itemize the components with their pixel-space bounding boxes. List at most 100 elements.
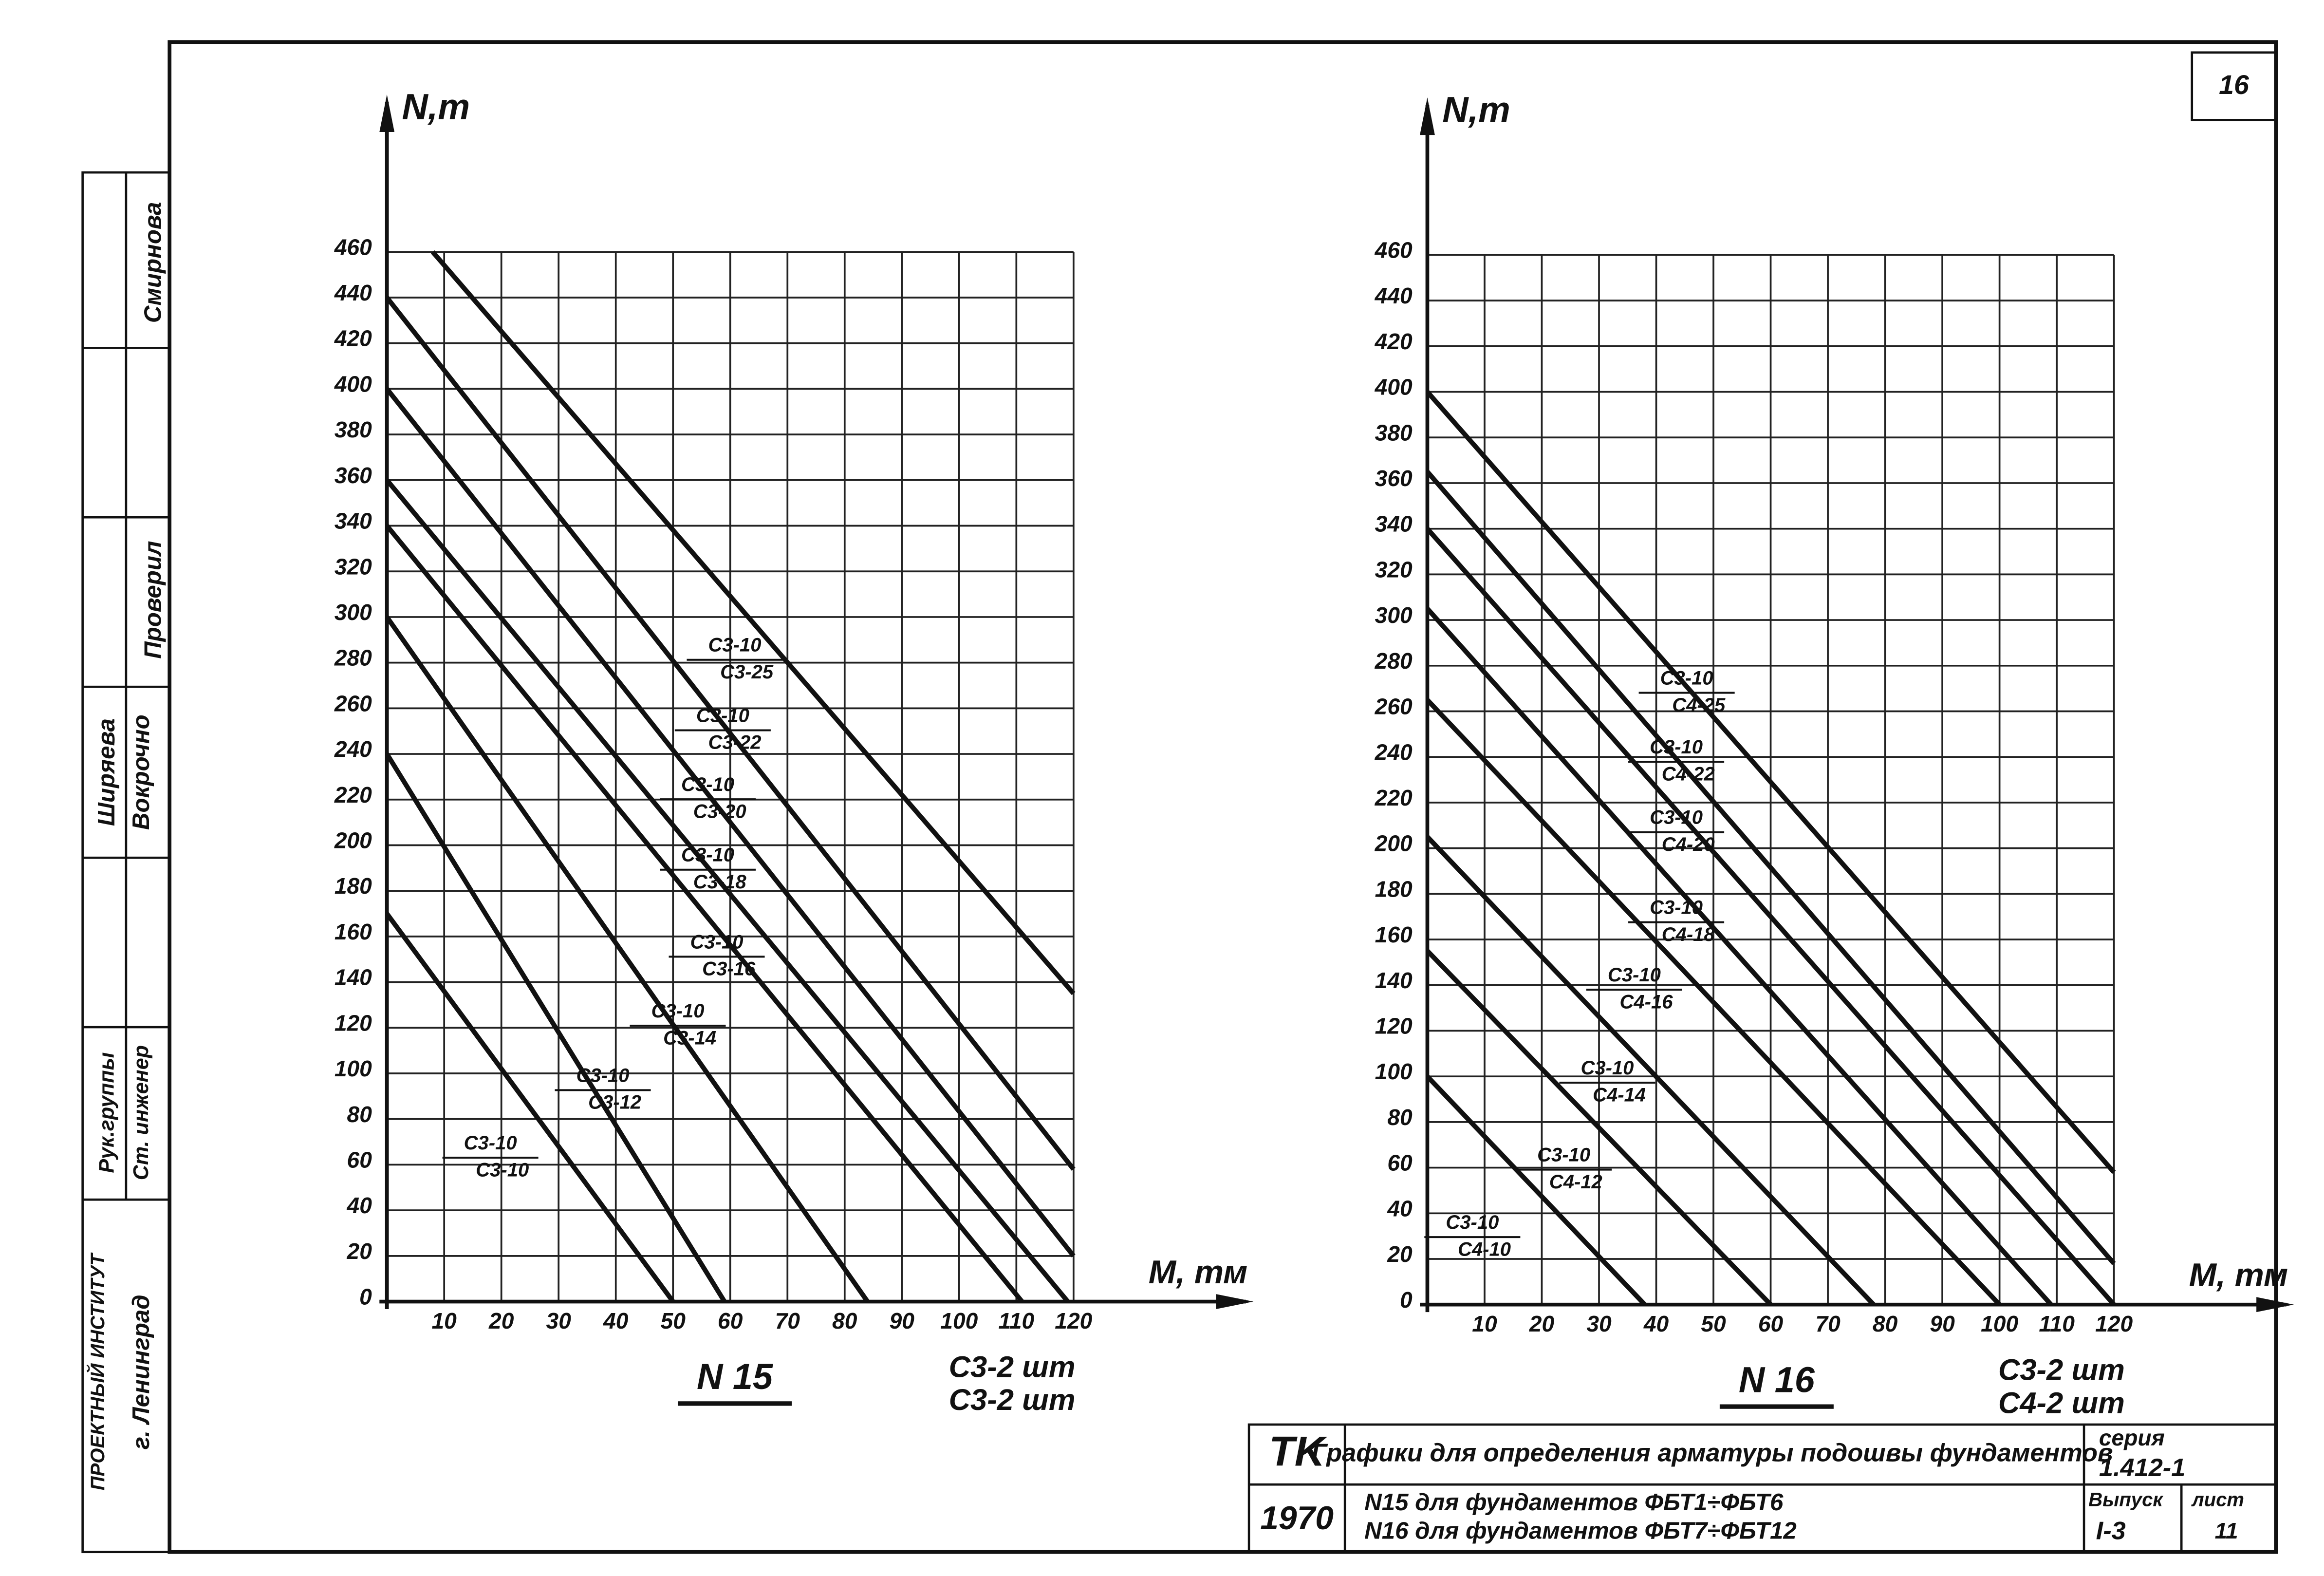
y-tick-label: 100 bbox=[335, 1056, 372, 1081]
y-tick-label: 340 bbox=[335, 508, 372, 534]
x-tick-label: 80 bbox=[1873, 1311, 1898, 1336]
x-tick-label: 30 bbox=[546, 1308, 572, 1333]
series-line bbox=[1425, 1074, 1647, 1307]
title-line: N15 для фундаментов ФБТ1÷ФБТ6 bbox=[1364, 1489, 1784, 1516]
y-tick-label: 420 bbox=[1375, 329, 1413, 354]
x-tick-label: 60 bbox=[1758, 1311, 1784, 1336]
page-number-box bbox=[2191, 51, 2277, 121]
title-year: 1970 bbox=[1260, 1500, 1334, 1537]
y-tick-label: 60 bbox=[1387, 1150, 1413, 1176]
y-tick-label: 380 bbox=[335, 417, 372, 442]
series-label-top: C3-10 bbox=[464, 1132, 517, 1154]
series-line bbox=[1425, 470, 2116, 1265]
page-number: 16 bbox=[2219, 70, 2250, 100]
y-tick-label: 220 bbox=[334, 782, 372, 807]
x-axis-arrow bbox=[1216, 1294, 1254, 1309]
x-tick-label: 70 bbox=[1815, 1311, 1841, 1336]
chart-note: C3-2 шт bbox=[949, 1350, 1076, 1384]
y-tick-label: 80 bbox=[347, 1102, 372, 1127]
series-label-top: C3-10 bbox=[1608, 964, 1661, 986]
y-tick-label: 300 bbox=[1375, 602, 1413, 628]
x-tick-label: 50 bbox=[661, 1308, 686, 1333]
x-tick-label: 120 bbox=[2095, 1311, 2133, 1336]
y-tick-label: 120 bbox=[335, 1010, 372, 1035]
sheet-label: лист bbox=[2191, 1489, 2244, 1511]
y-tick-label: 320 bbox=[335, 554, 372, 579]
y-tick-label: 460 bbox=[1375, 237, 1413, 263]
series-label-top: C3-10 bbox=[1446, 1212, 1499, 1233]
x-axis-arrow bbox=[2256, 1297, 2294, 1313]
series-label-bottom: C3-25 bbox=[720, 661, 774, 683]
stamp-text: Вокрочно bbox=[128, 714, 154, 830]
y-tick-label: 220 bbox=[1375, 785, 1413, 810]
y-tick-label: 160 bbox=[335, 919, 372, 944]
x-tick-label: 120 bbox=[1055, 1308, 1092, 1333]
x-tick-label: 40 bbox=[1643, 1311, 1669, 1336]
title-text: Графики для определения арматуры подошвы… bbox=[1311, 1439, 2113, 1467]
y-axis-label: N,т bbox=[402, 86, 470, 127]
chart-note: C3-2 шт bbox=[1998, 1353, 2125, 1387]
y-tick-label: 140 bbox=[1375, 968, 1413, 993]
series-line bbox=[385, 478, 1070, 1303]
stamp-text: г. Ленинград bbox=[128, 1295, 154, 1449]
series-label-bottom: C3-22 bbox=[708, 732, 761, 753]
y-tick-label: 0 bbox=[359, 1284, 372, 1310]
series-label-top: C3-10 bbox=[1580, 1057, 1634, 1079]
y-tick-label: 160 bbox=[1375, 922, 1413, 947]
title-block bbox=[1247, 1423, 2277, 1554]
y-tick-label: 460 bbox=[334, 234, 372, 260]
stamp-text: Проверил bbox=[139, 541, 166, 658]
y-tick-label: 240 bbox=[1375, 739, 1413, 765]
series-label-bottom: C3-14 bbox=[663, 1027, 716, 1049]
y-tick-label: 200 bbox=[334, 828, 372, 853]
issue-label: Выпуск bbox=[2088, 1489, 2163, 1511]
series-line bbox=[385, 387, 1076, 1257]
y-axis-arrow bbox=[1420, 97, 1435, 135]
chart-title: N 16 bbox=[1739, 1359, 1815, 1400]
series-label-top: C3-10 bbox=[1660, 667, 1713, 689]
y-tick-label: 40 bbox=[347, 1193, 372, 1218]
y-tick-label: 60 bbox=[347, 1147, 372, 1172]
series-line bbox=[385, 296, 1076, 1171]
y-tick-label: 120 bbox=[1375, 1013, 1413, 1039]
title-code: TK bbox=[1269, 1428, 1328, 1475]
y-tick-label: 100 bbox=[1375, 1059, 1413, 1084]
chart-note: C4-2 шт bbox=[1998, 1386, 2125, 1420]
series-label-top: C3-10 bbox=[681, 774, 734, 795]
x-tick-label: 60 bbox=[718, 1308, 743, 1333]
chart-title: N 15 bbox=[697, 1356, 773, 1397]
series-line bbox=[1425, 390, 2116, 1174]
series-label-top: C3-10 bbox=[696, 705, 749, 726]
series-label-top: C3-10 bbox=[1537, 1144, 1590, 1165]
series-label-bottom: C4-25 bbox=[1672, 694, 1726, 716]
y-axis-arrow bbox=[379, 94, 395, 132]
y-tick-label: 440 bbox=[334, 280, 372, 305]
y-tick-label: 200 bbox=[1375, 831, 1413, 856]
y-tick-label: 180 bbox=[1375, 876, 1413, 901]
stamp-text: Смирнова bbox=[139, 202, 166, 323]
y-tick-label: 420 bbox=[334, 326, 372, 351]
y-tick-label: 380 bbox=[1375, 420, 1413, 445]
series-label-top: C3-10 bbox=[1650, 897, 1703, 918]
y-tick-label: 360 bbox=[335, 463, 372, 488]
series-line bbox=[1425, 835, 1876, 1307]
y-tick-label: 340 bbox=[1375, 511, 1413, 537]
x-tick-label: 10 bbox=[1472, 1311, 1497, 1336]
y-tick-label: 280 bbox=[334, 645, 372, 671]
series-label-bottom: C3-10 bbox=[476, 1159, 529, 1181]
y-tick-label: 320 bbox=[1375, 557, 1413, 582]
x-tick-label: 90 bbox=[1930, 1311, 1955, 1336]
series-label-bottom: C4-12 bbox=[1549, 1171, 1602, 1193]
series-label-top: C3-10 bbox=[690, 931, 744, 953]
y-tick-label: 0 bbox=[1400, 1287, 1413, 1313]
series-label-bottom: C4-18 bbox=[1662, 924, 1715, 945]
issue: I-3 bbox=[2096, 1517, 2126, 1545]
stamp-text: Ширяева bbox=[93, 718, 120, 826]
y-tick-label: 20 bbox=[1387, 1241, 1413, 1267]
x-tick-label: 50 bbox=[1701, 1311, 1726, 1336]
x-tick-label: 20 bbox=[1529, 1311, 1555, 1336]
sheet: 11 bbox=[2215, 1518, 2238, 1543]
stamp-text: Ст. инженер bbox=[130, 1045, 153, 1180]
series-line bbox=[385, 616, 870, 1303]
